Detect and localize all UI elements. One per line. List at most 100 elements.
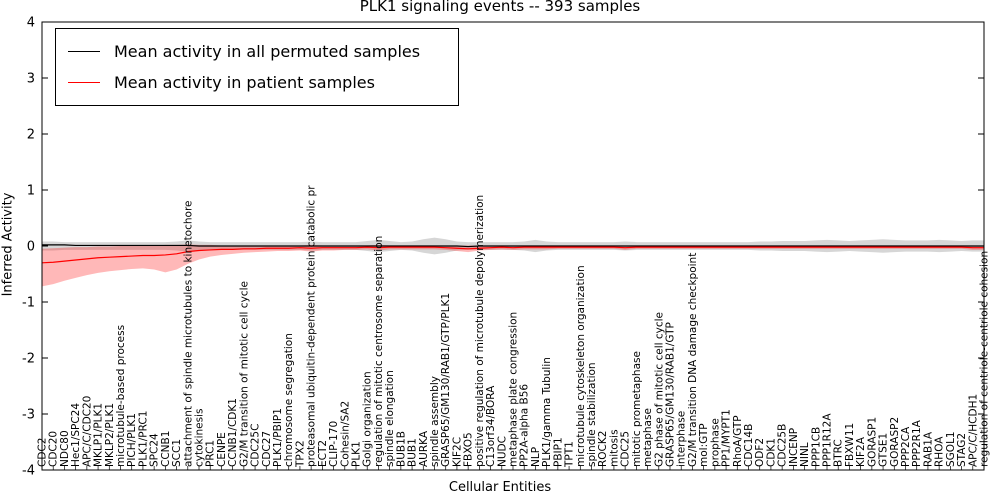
legend-item-permuted: Mean activity in all permuted samples [68, 36, 420, 67]
permuted-line-swatch [68, 51, 100, 52]
x-axis-label: Cellular Entities [448, 480, 552, 495]
svg-text:CCNB1/CDK1: CCNB1/CDK1 [227, 398, 239, 467]
svg-text:NDC80: NDC80 [59, 430, 71, 467]
svg-text:BUB1B: BUB1B [395, 431, 407, 467]
svg-text:mitotic prometaphase: mitotic prometaphase [631, 351, 643, 467]
svg-text:BTRC: BTRC [833, 439, 845, 467]
svg-text:3: 3 [27, 72, 35, 87]
svg-text:APC/C/CDC20: APC/C/CDC20 [81, 396, 93, 467]
svg-text:CDC25B: CDC25B [777, 424, 789, 467]
svg-text:PP2A-alpha B56: PP2A-alpha B56 [519, 384, 531, 467]
svg-text:attachment of spindle microtub: attachment of spindle microtubules to ki… [182, 200, 194, 467]
svg-text:GTSE1: GTSE1 [878, 433, 890, 467]
svg-text:RhoA/GTP: RhoA/GTP [732, 415, 744, 467]
chart-title: PLK1 signaling events -- 393 samples [359, 0, 641, 15]
svg-text:MKLP2/PLK1: MKLP2/PLK1 [104, 403, 116, 467]
legend: Mean activity in all permuted samples Me… [55, 28, 460, 106]
svg-text:spindle stabilization: spindle stabilization [586, 362, 598, 467]
svg-text:mitosis: mitosis [608, 429, 620, 467]
y-axis-label: Inferred Activity [0, 192, 16, 297]
svg-text:PLK1/gamma Tubulin: PLK1/gamma Tubulin [541, 357, 553, 467]
svg-text:ODF2: ODF2 [754, 438, 766, 467]
svg-text:GORASP1: GORASP1 [866, 417, 878, 467]
svg-text:BUB1: BUB1 [407, 438, 419, 467]
svg-text:metaphase plate congression: metaphase plate congression [508, 312, 520, 467]
svg-text:KIF2C: KIF2C [451, 437, 463, 467]
svg-text:PPP1CB: PPP1CB [810, 427, 822, 467]
svg-text:spindle elongation: spindle elongation [384, 370, 396, 467]
svg-text:0: 0 [27, 240, 35, 255]
svg-text:PRC1: PRC1 [205, 440, 217, 467]
svg-text:NUDC: NUDC [496, 436, 508, 467]
svg-text:TPX2: TPX2 [294, 440, 306, 468]
legend-label-permuted: Mean activity in all permuted samples [114, 42, 421, 61]
legend-label-patient: Mean activity in patient samples [114, 73, 375, 92]
svg-text:PLK1: PLK1 [351, 441, 363, 467]
svg-text:mol:GTP: mol:GTP [698, 423, 710, 467]
svg-text:CDC27: CDC27 [261, 431, 273, 467]
svg-text:G2/M transition DNA damage che: G2/M transition DNA damage checkpoint [687, 253, 699, 467]
svg-text:SGOL1: SGOL1 [945, 431, 957, 467]
svg-text:-1: -1 [22, 296, 35, 311]
svg-text:APC/C/HCDH1: APC/C/HCDH1 [967, 394, 979, 467]
svg-text:positive regulation of microtu: positive regulation of microtubule depol… [474, 195, 486, 467]
svg-text:CDC25C: CDC25C [250, 424, 262, 467]
svg-text:PPP1R12A: PPP1R12A [822, 413, 834, 467]
svg-text:RAB1A: RAB1A [922, 431, 934, 467]
svg-text:metaphase: metaphase [642, 408, 654, 467]
svg-text:PLK1/PRC1: PLK1/PRC1 [137, 411, 149, 467]
svg-text:CCNB1: CCNB1 [160, 431, 172, 467]
svg-text:prophase: prophase [709, 418, 721, 467]
svg-text:-3: -3 [22, 408, 35, 423]
svg-text:proteasomal ubiquitin-dependen: proteasomal ubiquitin-dependent protein … [306, 185, 318, 467]
svg-text:interphase: interphase [676, 411, 688, 467]
svg-text:ECT2: ECT2 [317, 440, 329, 467]
svg-text:PPP2R1A: PPP2R1A [911, 419, 923, 467]
svg-text:KIF2A: KIF2A [855, 436, 867, 467]
svg-text:CENPE: CENPE [216, 432, 228, 467]
svg-text:CDC2: CDC2 [37, 438, 49, 467]
svg-text:1: 1 [27, 184, 35, 199]
svg-text:RHOA: RHOA [934, 436, 946, 467]
svg-text:spindle assembly: spindle assembly [429, 376, 441, 467]
svg-text:G2/M transition of mitotic cel: G2/M transition of mitotic cell cycle [238, 281, 250, 467]
svg-text:NINL: NINL [799, 442, 811, 467]
svg-text:MKLP1/PLK1: MKLP1/PLK1 [93, 403, 105, 467]
svg-text:PPP2CA: PPP2CA [900, 426, 912, 467]
svg-text:chromosome segregation: chromosome segregation [283, 333, 295, 467]
svg-text:microtubule-based process: microtubule-based process [115, 325, 127, 467]
svg-text:4: 4 [27, 16, 35, 31]
svg-text:CDK1: CDK1 [765, 438, 777, 467]
svg-text:GRASP65/GM130/RAB1/GTP/PLK1: GRASP65/GM130/RAB1/GTP/PLK1 [440, 293, 452, 467]
svg-text:2: 2 [27, 128, 35, 143]
svg-text:CLIP-170: CLIP-170 [328, 421, 340, 467]
svg-text:GORASP2: GORASP2 [889, 417, 901, 467]
svg-text:PBIP1: PBIP1 [552, 437, 564, 467]
svg-text:GRASP65/GM130/RAB1/GTP: GRASP65/GM130/RAB1/GTP [665, 322, 677, 467]
svg-text:CDC20: CDC20 [48, 431, 60, 467]
svg-text:-2: -2 [22, 352, 35, 367]
patient-line-swatch [68, 82, 100, 83]
svg-text:SCC1: SCC1 [171, 439, 183, 467]
svg-text:Hec1/SPC24: Hec1/SPC24 [70, 403, 82, 467]
svg-text:SPC24: SPC24 [149, 433, 161, 467]
svg-text:PP1/MYPT1: PP1/MYPT1 [721, 409, 733, 467]
svg-text:AURKA: AURKA [418, 430, 430, 467]
svg-text:STAG2: STAG2 [956, 433, 968, 467]
svg-text:ROCK2: ROCK2 [597, 431, 609, 467]
svg-text:PICH/PLK1: PICH/PLK1 [126, 413, 138, 467]
svg-text:-4: -4 [22, 464, 35, 479]
svg-text:C13orf34/BORA: C13orf34/BORA [485, 385, 497, 467]
svg-text:Golgi organization: Golgi organization [362, 371, 374, 467]
svg-text:regulation of centriole-centri: regulation of centriole-centriole cohesi… [979, 251, 991, 467]
svg-text:NLP: NLP [530, 447, 542, 467]
svg-text:INCENP: INCENP [788, 428, 800, 467]
svg-text:CDC25: CDC25 [620, 431, 632, 467]
legend-item-patient: Mean activity in patient samples [68, 67, 420, 98]
svg-text:PLK1/PBIP1: PLK1/PBIP1 [272, 408, 284, 467]
svg-text:Cohesin/SA2: Cohesin/SA2 [339, 401, 351, 467]
svg-text:FBXW11: FBXW11 [844, 423, 856, 467]
svg-text:microtubule cytoskeleton organ: microtubule cytoskeleton organization [575, 265, 587, 467]
